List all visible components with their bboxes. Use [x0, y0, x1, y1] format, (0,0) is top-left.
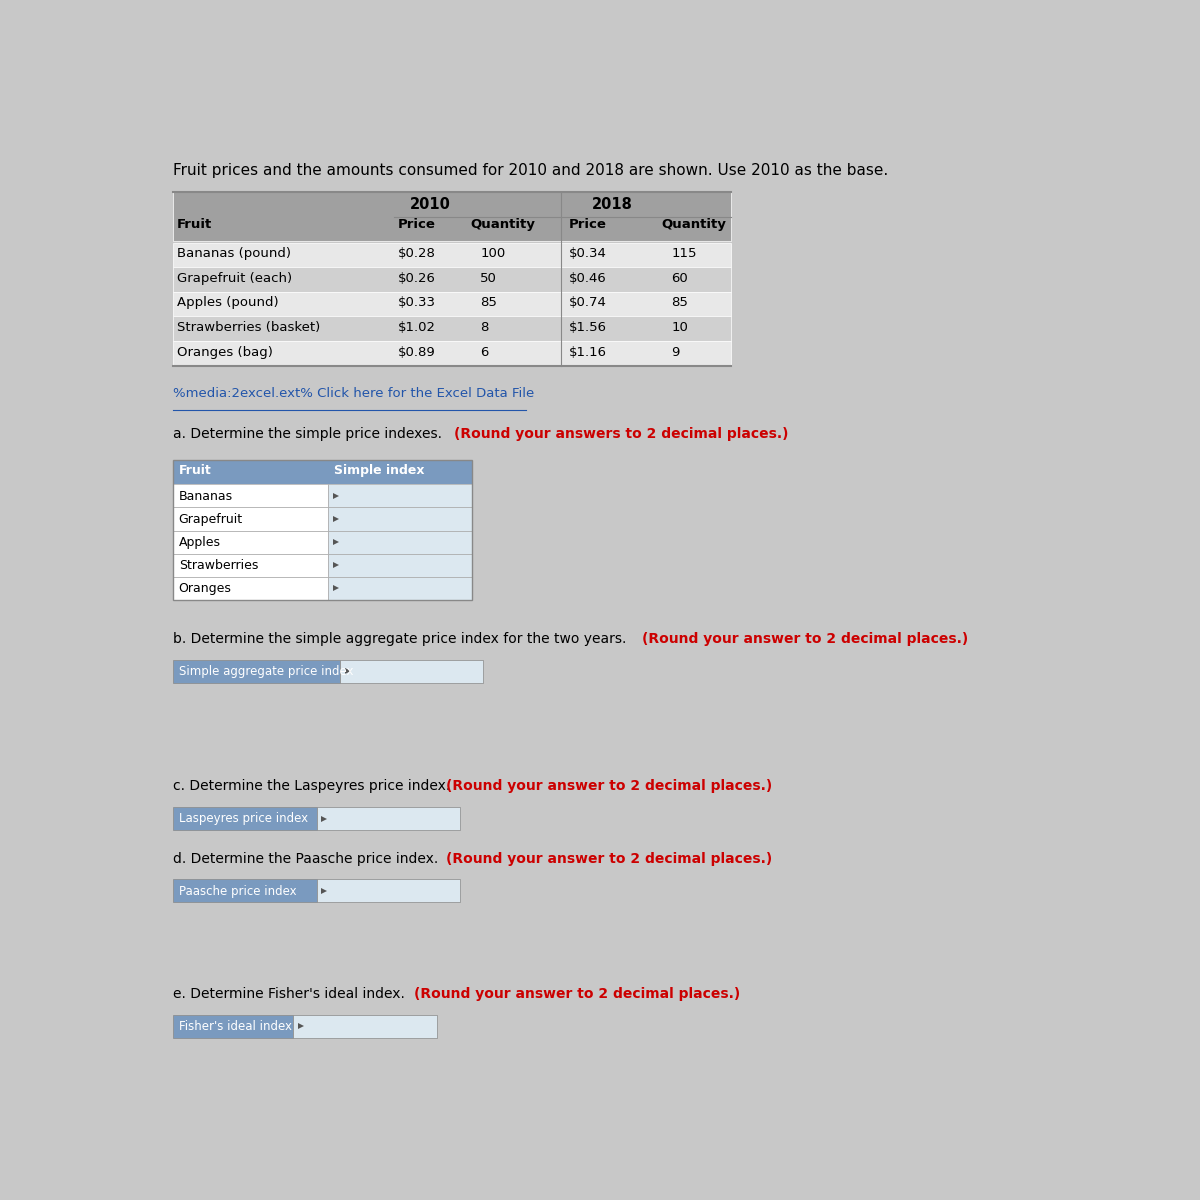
- Text: Price: Price: [569, 218, 606, 230]
- FancyBboxPatch shape: [173, 553, 329, 577]
- FancyBboxPatch shape: [173, 317, 731, 341]
- FancyBboxPatch shape: [173, 880, 317, 902]
- Text: $0.34: $0.34: [569, 247, 606, 260]
- FancyBboxPatch shape: [173, 341, 731, 366]
- FancyBboxPatch shape: [329, 553, 472, 577]
- Text: Simple index: Simple index: [334, 464, 424, 478]
- Text: 2018: 2018: [593, 197, 634, 212]
- Text: Strawberries: Strawberries: [179, 559, 258, 572]
- Text: 9: 9: [672, 346, 680, 359]
- FancyBboxPatch shape: [173, 577, 329, 600]
- Text: %media:2excel.ext% Click here for the Excel Data File: %media:2excel.ext% Click here for the Ex…: [173, 388, 534, 401]
- Text: Fruit: Fruit: [179, 464, 211, 478]
- FancyBboxPatch shape: [173, 530, 329, 553]
- Text: d. Determine the Paasche price index.: d. Determine the Paasche price index.: [173, 852, 443, 865]
- Text: 100: 100: [480, 247, 505, 260]
- Text: Apples: Apples: [179, 536, 221, 548]
- Text: 85: 85: [672, 296, 689, 310]
- Text: Fruit: Fruit: [178, 218, 212, 230]
- Text: $1.56: $1.56: [569, 322, 606, 334]
- Text: $0.33: $0.33: [398, 296, 436, 310]
- FancyBboxPatch shape: [173, 192, 731, 241]
- FancyBboxPatch shape: [293, 1015, 437, 1038]
- Text: (Round your answers to 2 decimal places.): (Round your answers to 2 decimal places.…: [454, 427, 788, 442]
- FancyBboxPatch shape: [173, 508, 329, 530]
- FancyBboxPatch shape: [317, 880, 460, 902]
- Text: 115: 115: [672, 247, 697, 260]
- Text: Grapefruit (each): Grapefruit (each): [178, 272, 293, 284]
- Text: $0.26: $0.26: [398, 272, 436, 284]
- Text: Fisher's ideal index: Fisher's ideal index: [179, 1020, 292, 1033]
- Text: 10: 10: [672, 322, 689, 334]
- Text: 6: 6: [480, 346, 488, 359]
- FancyBboxPatch shape: [329, 485, 472, 508]
- Text: (Round your answer to 2 decimal places.): (Round your answer to 2 decimal places.): [446, 852, 773, 865]
- Text: c. Determine the Laspeyres price index.: c. Determine the Laspeyres price index.: [173, 779, 455, 793]
- FancyBboxPatch shape: [173, 460, 472, 485]
- Text: b. Determine the simple aggregate price index for the two years.: b. Determine the simple aggregate price …: [173, 632, 631, 646]
- Text: Fruit prices and the amounts consumed for 2010 and 2018 are shown. Use 2010 as t: Fruit prices and the amounts consumed fo…: [173, 163, 888, 179]
- FancyBboxPatch shape: [329, 577, 472, 600]
- Text: Quantity: Quantity: [661, 218, 726, 230]
- FancyBboxPatch shape: [173, 1015, 293, 1038]
- FancyBboxPatch shape: [173, 242, 731, 268]
- Text: 8: 8: [480, 322, 488, 334]
- Text: Bananas: Bananas: [179, 490, 233, 503]
- Text: $0.28: $0.28: [398, 247, 436, 260]
- Text: $1.16: $1.16: [569, 346, 606, 359]
- Text: 50: 50: [480, 272, 497, 284]
- Text: Quantity: Quantity: [470, 218, 535, 230]
- Text: Laspeyres price index: Laspeyres price index: [179, 812, 307, 826]
- Text: $0.89: $0.89: [398, 346, 436, 359]
- FancyBboxPatch shape: [173, 806, 317, 830]
- FancyBboxPatch shape: [329, 508, 472, 530]
- Text: (Round your answer to 2 decimal places.): (Round your answer to 2 decimal places.): [414, 988, 739, 1001]
- Text: Strawberries (basket): Strawberries (basket): [178, 322, 320, 334]
- Text: (Round your answer to 2 decimal places.): (Round your answer to 2 decimal places.): [642, 632, 968, 646]
- Text: 2010: 2010: [410, 197, 451, 212]
- FancyBboxPatch shape: [173, 485, 329, 508]
- Text: 60: 60: [672, 272, 689, 284]
- FancyBboxPatch shape: [340, 660, 484, 683]
- Text: e. Determine Fisher's ideal index.: e. Determine Fisher's ideal index.: [173, 988, 409, 1001]
- Text: $1.02: $1.02: [398, 322, 436, 334]
- FancyBboxPatch shape: [173, 292, 731, 317]
- Text: Price: Price: [398, 218, 436, 230]
- Text: Bananas (pound): Bananas (pound): [178, 247, 292, 260]
- FancyBboxPatch shape: [317, 806, 460, 830]
- Text: Apples (pound): Apples (pound): [178, 296, 278, 310]
- Text: Simple aggregate price index: Simple aggregate price index: [179, 665, 353, 678]
- FancyBboxPatch shape: [173, 660, 340, 683]
- Text: (Round your answer to 2 decimal places.): (Round your answer to 2 decimal places.): [446, 779, 773, 793]
- Text: Paasche price index: Paasche price index: [179, 884, 296, 898]
- Text: Grapefruit: Grapefruit: [179, 512, 242, 526]
- Text: Oranges: Oranges: [179, 582, 232, 595]
- Text: Oranges (bag): Oranges (bag): [178, 346, 274, 359]
- Text: 85: 85: [480, 296, 497, 310]
- Text: $0.74: $0.74: [569, 296, 606, 310]
- Text: $0.46: $0.46: [569, 272, 606, 284]
- Text: a. Determine the simple price indexes.: a. Determine the simple price indexes.: [173, 427, 446, 442]
- FancyBboxPatch shape: [173, 268, 731, 292]
- FancyBboxPatch shape: [329, 530, 472, 553]
